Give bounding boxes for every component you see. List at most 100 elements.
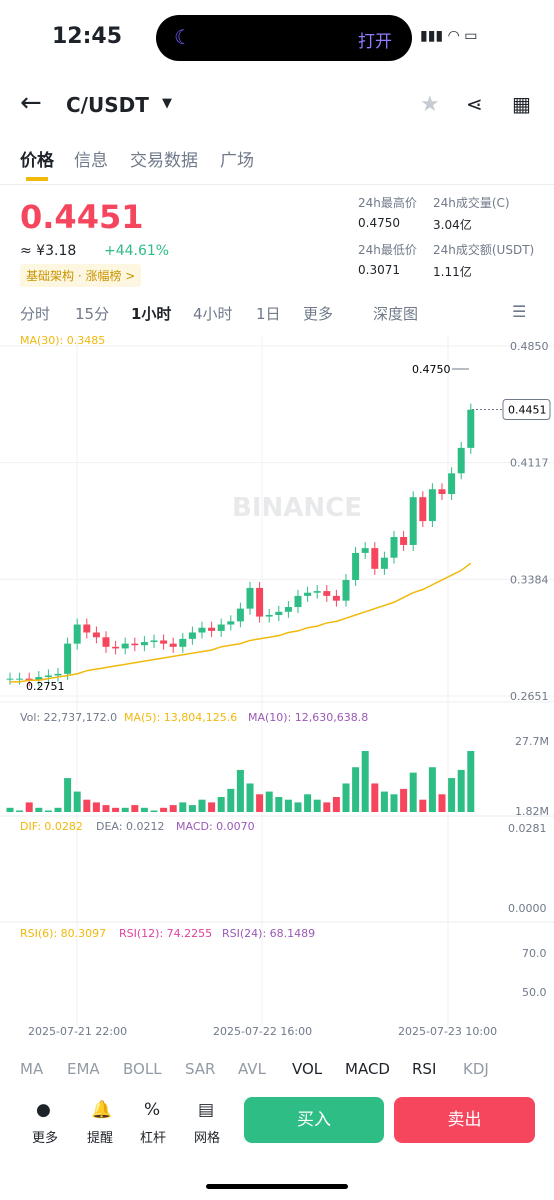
stat-value: 0.3071 [358, 263, 400, 277]
share[interactable]: ⋖ [466, 92, 483, 116]
candle [284, 607, 292, 612]
action-label[interactable]: 网格 [194, 1131, 221, 1146]
status-icons: ▮▮▮ ◠ ▭ [420, 28, 478, 44]
stat-label: 24h成交量(C) [433, 196, 510, 210]
indicator[interactable]: VOL [292, 1060, 323, 1078]
pair[interactable]: C/USDT [66, 93, 149, 117]
indicator[interactable]: BOLL [123, 1060, 162, 1078]
volume-bar [275, 796, 283, 812]
price-tick: 0.2651 [510, 690, 549, 703]
candle [169, 643, 177, 647]
candle [150, 640, 158, 643]
macd-tick: 0.0000 [508, 902, 547, 915]
candle [102, 637, 110, 647]
candle [332, 595, 340, 601]
action-label[interactable]: 杠杆 [140, 1131, 167, 1146]
indicator[interactable]: MA [20, 1060, 44, 1078]
candle [361, 548, 369, 553]
tab-indicator [26, 177, 48, 181]
home-indicator [206, 1184, 348, 1189]
macd-tick: 0.0281 [508, 822, 547, 835]
tab[interactable]: 广场 [220, 151, 254, 171]
action-label[interactable]: 提醒 [87, 1131, 114, 1146]
indicator[interactable]: RSI [412, 1060, 437, 1078]
indicator[interactable]: AVL [238, 1060, 266, 1078]
buy-button[interactable]: 买入 [244, 1097, 384, 1143]
grid-menu[interactable]: ▦ [512, 92, 531, 116]
last-label: 0.4451 [508, 404, 547, 417]
action-icon[interactable]: ▤ [198, 1100, 215, 1120]
back[interactable]: ← [20, 88, 42, 118]
time-label: 2025-07-22 16:00 [213, 1025, 312, 1038]
interval[interactable]: 更多 [303, 305, 334, 323]
interval[interactable]: 深度图 [373, 305, 419, 323]
price-tick: 0.4117 [510, 457, 549, 470]
price-tick: 0.4850 [510, 340, 549, 353]
interval[interactable]: 15分 [75, 305, 110, 323]
settings[interactable]: ☰ [512, 302, 527, 321]
volume-bar [83, 799, 91, 812]
low-label: 0.2751 [26, 680, 65, 693]
volume-bar [102, 805, 110, 812]
candle [54, 673, 62, 676]
volume-bar [179, 802, 187, 812]
watermark: BINANCE [232, 493, 362, 523]
candle [92, 632, 100, 638]
interval[interactable]: 1日 [256, 305, 281, 323]
candle [323, 591, 331, 596]
candle [313, 591, 321, 593]
interval[interactable]: 1小时 [131, 305, 172, 323]
last-price: 0.4451 [20, 198, 144, 236]
action-icon[interactable]: ● [36, 1100, 51, 1120]
candle [294, 595, 302, 608]
indicator[interactable]: KDJ [463, 1060, 489, 1078]
stat-label: 24h成交额(USDT) [433, 243, 535, 257]
volume-bar [323, 802, 331, 812]
candle [140, 642, 148, 646]
stat-value: 1.11亿 [433, 265, 472, 279]
candle [217, 624, 225, 631]
volume-bar [294, 802, 302, 812]
interval[interactable]: 分时 [20, 305, 51, 323]
ma-label: MA(30): 0.3485 [20, 334, 105, 347]
action-icon[interactable]: 🔔 [91, 1100, 113, 1120]
volume-bar [428, 767, 436, 812]
volume-bar [313, 799, 321, 812]
candle [227, 621, 235, 625]
volume-bar [208, 802, 216, 812]
action-icon[interactable]: % [144, 1100, 161, 1120]
candle [275, 611, 283, 615]
interval[interactable]: 4小时 [193, 305, 233, 323]
candle [400, 536, 408, 545]
indicator[interactable]: EMA [67, 1060, 100, 1078]
tab[interactable]: 价格 [20, 151, 54, 171]
candle [131, 643, 139, 646]
candle [256, 587, 264, 617]
action-label[interactable]: 更多 [32, 1131, 59, 1146]
candle [448, 473, 456, 495]
indicator[interactable]: SAR [185, 1060, 216, 1078]
ma30-line [10, 562, 472, 683]
time-label: 2025-07-23 10:00 [398, 1025, 497, 1038]
pair-caret[interactable]: ▼ [162, 96, 172, 111]
tab[interactable]: 信息 [74, 151, 108, 171]
volume-bar [371, 783, 379, 812]
divider [0, 184, 554, 185]
volume-bar [131, 805, 139, 812]
tags[interactable]: 基础架构 · 涨幅榜 > [20, 264, 142, 287]
candle [83, 624, 91, 633]
legend: RSI(6): 80.3097 [20, 927, 106, 940]
volume-bar [332, 796, 340, 812]
star[interactable]: ★ [420, 92, 440, 117]
sell-button[interactable]: 卖出 [394, 1097, 535, 1143]
volume-bar [448, 778, 456, 812]
chart: 0.4850 0.4117 0.3384 0.2651 BINANCE MA(30): 0… [0, 334, 554, 1038]
dynamic-island: ☾ 打开 [156, 15, 412, 61]
indicator[interactable]: MACD [345, 1060, 390, 1078]
tab[interactable]: 交易数据 [130, 151, 198, 171]
volume-bar [256, 794, 264, 812]
volume-bar [352, 767, 360, 812]
volume-bar [227, 788, 235, 812]
volume-bar [73, 791, 81, 812]
